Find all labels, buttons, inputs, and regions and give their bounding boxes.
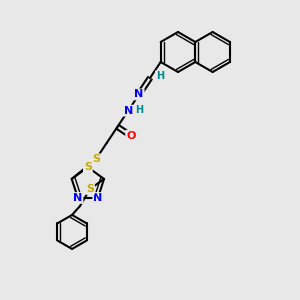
Text: S: S xyxy=(92,154,100,164)
Text: H: H xyxy=(135,105,143,115)
Text: N: N xyxy=(124,106,133,116)
Text: H: H xyxy=(156,71,164,81)
Text: S: S xyxy=(84,162,92,172)
Text: N: N xyxy=(73,193,83,203)
Text: O: O xyxy=(126,131,136,141)
Text: N: N xyxy=(93,193,103,203)
Text: N: N xyxy=(134,89,144,99)
Text: S: S xyxy=(86,184,94,194)
